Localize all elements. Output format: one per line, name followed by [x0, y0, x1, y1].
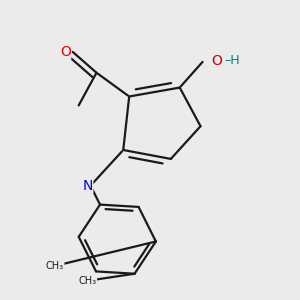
Text: CH₃: CH₃ — [46, 261, 64, 271]
Text: N: N — [82, 179, 93, 193]
Text: –H: –H — [224, 54, 240, 67]
Text: O: O — [212, 54, 222, 68]
Text: O: O — [60, 45, 71, 59]
Text: CH₃: CH₃ — [79, 276, 97, 286]
